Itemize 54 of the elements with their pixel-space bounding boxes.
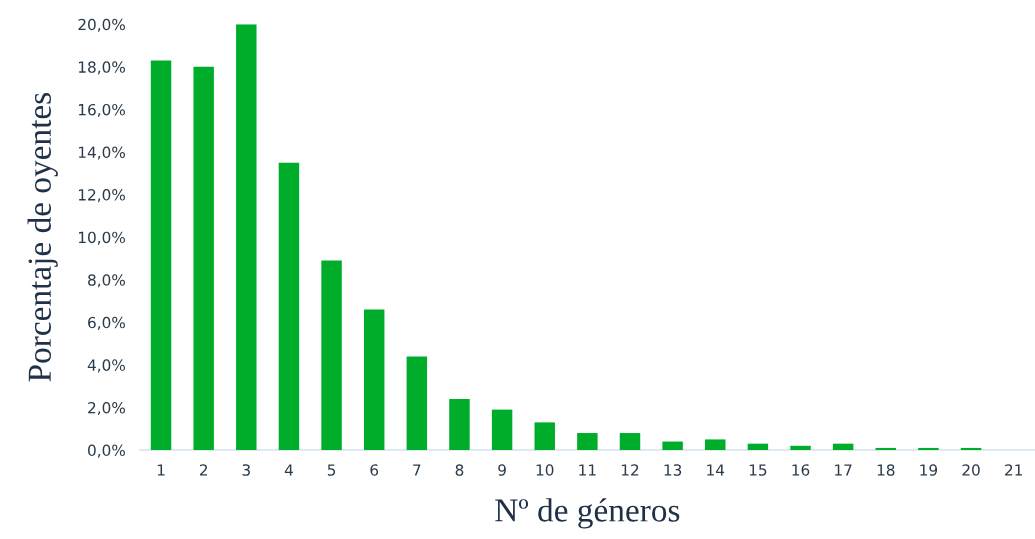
y-tick-label: 18,0% — [78, 61, 125, 75]
x-tick-label: 14 — [707, 464, 725, 476]
y-tick-label: 6,0% — [88, 316, 125, 330]
bar — [491, 409, 513, 451]
x-tick-label: 7 — [413, 464, 421, 476]
bar — [577, 433, 598, 451]
x-tick-label: 6 — [370, 464, 379, 476]
bar — [321, 260, 342, 451]
x-tick-label: 4 — [284, 464, 293, 476]
bar — [747, 443, 769, 451]
x-tick-label: 3 — [242, 464, 250, 476]
y-tick-label: 0,0% — [88, 444, 125, 458]
y-tick-label: 16,0% — [78, 103, 125, 117]
bar — [875, 447, 897, 451]
y-tick-label: 8,0% — [88, 274, 125, 288]
bar — [534, 422, 555, 451]
x-tick-label: 16 — [792, 464, 810, 476]
bar — [662, 441, 683, 451]
bar — [193, 66, 214, 451]
y-tick-label: 10,0% — [78, 231, 125, 245]
bar — [236, 24, 257, 451]
y-axis-title: Porcentaje de oyentes — [27, 93, 58, 382]
bar — [832, 443, 854, 451]
x-tick-label: 19 — [920, 464, 938, 476]
x-tick-label: 10 — [536, 464, 554, 476]
x-tick-label: 5 — [327, 464, 336, 476]
bar — [449, 398, 470, 451]
x-tick-label: 1 — [157, 464, 165, 476]
x-tick-label: 17 — [835, 464, 852, 476]
x-tick-label: 12 — [621, 464, 639, 476]
x-tick-label: 8 — [455, 464, 464, 476]
x-tick-label: 11 — [579, 464, 596, 476]
y-tick-label: 2,0% — [88, 401, 125, 416]
x-axis-title: Nº de géneros — [495, 498, 680, 529]
bar — [150, 60, 172, 451]
bar — [960, 447, 982, 451]
y-tick-label: 4,0% — [87, 359, 125, 373]
y-tick-label: 12,0% — [78, 189, 125, 203]
x-tick-label: 9 — [498, 464, 506, 476]
bar — [619, 433, 641, 451]
x-tick-label: 20 — [962, 464, 980, 476]
y-tick-label: 14,0% — [78, 146, 125, 160]
bar — [705, 439, 726, 451]
bar — [790, 445, 811, 451]
x-tick-label: 15 — [749, 464, 767, 476]
y-tick-label: 20,0% — [78, 18, 125, 32]
bar — [278, 162, 300, 451]
bar — [406, 356, 428, 451]
bar — [363, 309, 385, 451]
bar — [918, 447, 939, 451]
x-tick-label: 13 — [664, 464, 682, 476]
x-tick-label: 2 — [199, 464, 207, 476]
x-tick-label: 21 — [1005, 464, 1022, 476]
x-tick-label: 18 — [877, 464, 895, 476]
